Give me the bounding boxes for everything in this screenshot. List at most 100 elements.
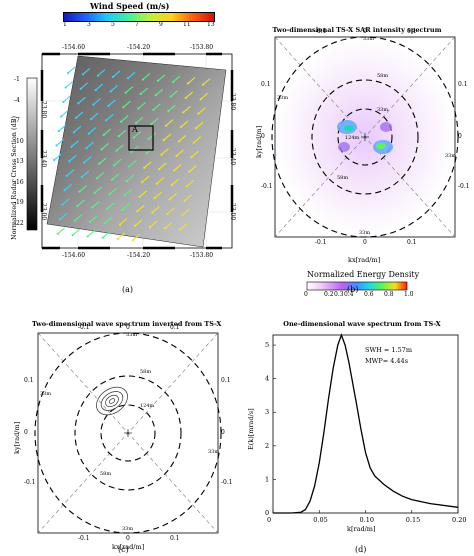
caption-b: (b) [347,285,359,294]
spectrum-line [273,333,459,514]
lat-tick-left-3: 23.00 [40,203,47,221]
ned-tick-2: 0.3 [334,291,344,298]
nrcs-tick-3: -10 [14,137,24,145]
b-tick-bottom-0: -0.1 [315,239,327,246]
plot-frame [272,334,459,514]
nrcs-tick-4: -13 [14,158,24,165]
lat-tick-right-3: 23.00 [229,203,236,221]
lon-tick-top-3: -153.80 [190,44,214,51]
wind-tick-3: 3 [87,21,91,28]
panel-c-xlabel: kx[rad/m] [112,543,145,551]
ned-tick-1: 0.2 [324,291,334,298]
panel-d-xlabel: k[rad/m] [347,525,376,533]
b-tick-top-1: 0 [363,28,367,35]
nrcs-axis-label: Normalized Radar Cross Section (dB) [10,115,18,240]
wind-tick-9: 9 [159,21,163,28]
annotation-swh: SWH = 1.57m [365,346,413,354]
nrcs-tick-7: -22 [14,219,24,227]
b-tick-left-2: -0.1 [261,183,273,190]
lat-tick-right-2: 23.40 [229,148,236,166]
nrcs-tick-2: -7 [14,117,20,124]
lat-tick-left-2: 23.40 [40,150,47,168]
wind-colorbar-title: Wind Speed (m/s) [90,1,170,11]
panel-c-ylabel: ky[rad/m] [13,421,21,454]
wind-tick-5: 5 [111,21,115,28]
c-tick-right-1: 0 [221,429,225,436]
y-tick-label: 3 [265,408,269,416]
c-tick-right-0: 0.1 [221,377,231,384]
panel-d-title: One-dimensional wave spectrum from TS-X [283,320,441,328]
b-tick-left-1: 0 [261,133,265,140]
b-tick-left-0: 0.1 [261,81,271,88]
c-tick-left-0: 0.1 [24,377,34,384]
ring-label-0: 33m [363,36,374,42]
b-tick-bottom-2: 0.1 [407,239,417,246]
annotation-mwp: MWP= 4.44s [365,357,409,365]
panel-c-title: Two-dimensional wave spectrum inverted f… [32,320,222,328]
ring-label-6: 33m [377,107,388,113]
panel-b-xlabel: kx[rad/m] [348,256,381,264]
ring-label-6: 124m [140,403,155,409]
panel-b-ylabel: ky[rad/m] [255,125,263,158]
c-tick-left-1: 0 [24,429,28,436]
x-tick-label: 0.05 [313,516,327,524]
ring-label-0: 33m [126,332,137,338]
box-a-label: A [132,125,138,134]
wind-speed-colorbar [63,12,215,22]
b-tick-bottom-1: 0 [363,239,367,246]
sar-spectrum-plot: 33m 58m 33m 58m 33m 33m 33m 124m [271,36,459,291]
wind-tick-7: 7 [135,21,139,28]
wave-spectrum-plot: 33m 58m 33m 58m 33m 33m 124m [34,332,222,534]
wind-tick-13: 13 [207,21,215,28]
c-tick-bottom-2: 0.1 [170,535,180,542]
ring-label-4: 33m [208,449,219,455]
x-tick-label: 0.20 [452,516,466,524]
b-tick-right-1: 0 [458,133,462,140]
x-tick-label: 0.15 [406,516,420,524]
nrcs-tick-5: -16 [14,178,24,186]
x-tick-label: 0 [267,516,271,524]
caption-a: (a) [122,285,134,294]
y-tick-label: 1 [265,475,269,483]
lat-tick-left-1: 23.80 [40,101,47,119]
lon-tick-bottom-1: -154.60 [62,252,86,259]
panel-b: Two-dimensional TS-X SAR intensity spect… [237,0,474,300]
b-tick-top-0: -0.1 [315,28,327,35]
caption-c: (c) [118,545,129,554]
ring-label-5: 33m [359,230,370,236]
c-tick-left-2: -0.1 [24,479,36,486]
lon-tick-top-2: -154.20 [127,44,151,51]
c-tick-bottom-1: 0 [126,535,130,542]
y-tick-label: 2 [265,442,269,450]
c-tick-top-2: 0.1 [170,324,180,331]
ring-label-5: 33m [122,526,133,532]
nrcs-tick-1: -4 [14,96,20,104]
caption-d: (d) [355,545,367,554]
ring-label-3: 58m [100,471,111,477]
lat-tick-right-1: 23.80 [229,93,236,111]
ned-tick-4: 0.6 [364,291,374,298]
c-tick-top-0: -0.1 [78,324,90,331]
nrcs-tick-6: -19 [14,199,24,206]
ring-label-1: 58m [377,73,388,79]
ring-label-1: 58m [140,369,151,375]
ned-colorbar-title: Normalized Energy Density [307,270,420,279]
wind-tick-11: 11 [183,21,191,28]
b-tick-top-2: 0.1 [407,28,417,35]
wind-tick-1: 1 [63,21,67,28]
b-tick-right-2: -0.1 [458,183,470,190]
sar-image-map [26,52,234,250]
c-tick-top-1: 0 [126,324,130,331]
ned-tick-0: 0 [304,291,308,298]
panel-a: Wind Speed (m/s) 1 3 5 7 9 11 13 [0,0,237,300]
panel-d: One-dimensional wave spectrum from TS-X … [237,300,474,556]
ring-label-2: 33m [277,95,288,101]
c-tick-right-2: -0.1 [221,479,233,486]
x-tick-label: 0.10 [360,516,374,524]
y-tick-label: 5 [265,341,269,349]
ring-label-3: 58m [337,175,348,181]
ned-tick-3: 0.4 [344,291,354,298]
ned-tick-6: 1.0 [404,291,414,298]
lon-tick-bottom-3: -153.80 [190,252,214,259]
y-tick-label: 4 [265,375,269,383]
